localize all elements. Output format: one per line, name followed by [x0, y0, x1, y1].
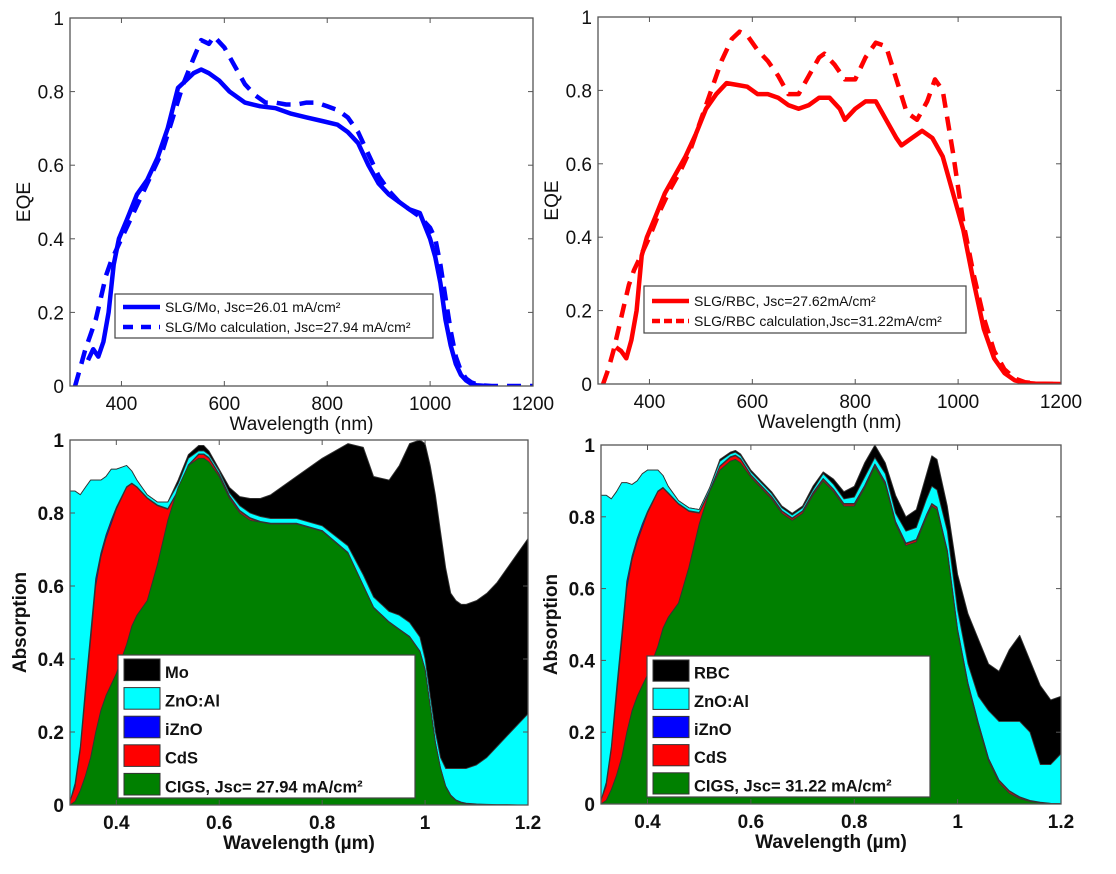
legend-swatch: [652, 659, 690, 682]
y-tick-label: 1: [581, 8, 592, 29]
y-axis-label: EQE: [14, 182, 35, 222]
y-tick-label: 0.6: [38, 577, 64, 598]
axes-box: [69, 439, 529, 806]
x-tick-label: 0.6: [738, 812, 764, 833]
chart-bottom-left: 0.4 0.6 0.8 1 1.2 0 0.2 0.4 0.6 0.8 1 Wavelength (µ…: [10, 431, 541, 854]
x-tick-label: 1000: [409, 394, 451, 415]
y-tick-label: 0.4: [566, 228, 593, 249]
y-tick-label: 0.4: [569, 651, 596, 672]
x-tick-label: 1.2: [1048, 812, 1074, 833]
x-tick-label: 800: [311, 394, 343, 415]
chart-top-left: 400 600 800 1000 1200 0 0.2 0.4 0.6 0.8 1 Wavelengt…: [14, 9, 554, 435]
legend-entry: iZnO: [165, 721, 203, 739]
x-axis-label: Wavelength (µm): [755, 832, 907, 853]
x-axis-label: Wavelength (nm): [758, 412, 902, 433]
legend-entry: ZnO:Al: [165, 692, 220, 710]
y-tick-label: 0.6: [38, 156, 64, 177]
x-tick-label: 1000: [937, 392, 979, 413]
legend-entry: iZnO: [694, 721, 732, 739]
plot-area: [600, 29, 1061, 384]
x-tick-label: 1: [420, 813, 431, 834]
y-tick-label: 1: [584, 436, 595, 457]
legend-swatch: [123, 744, 161, 767]
x-tick-label: 0.4: [103, 813, 130, 834]
x-tick-label: 0.6: [206, 813, 232, 834]
x-tick-label: 800: [839, 392, 871, 413]
legend-entry: CIGS, Jsc= 31.22 mA/cm²: [694, 777, 892, 795]
y-tick-label: 0.4: [38, 230, 65, 251]
y-tick-label: 0.2: [38, 723, 64, 744]
y-tick-label: 0.8: [569, 508, 595, 529]
x-tick-label: 1200: [1040, 392, 1082, 413]
chart-bottom-right: 0.4 0.6 0.8 1 1.2 0 0.2 0.4 0.6 0.8 1 Wavelength (µ…: [541, 436, 1074, 853]
axes-box: [600, 444, 1062, 805]
legend-entry: Mo: [165, 664, 189, 682]
legend-entry: ZnO:Al: [694, 693, 749, 711]
y-tick-label: 0.8: [38, 504, 64, 525]
chart-top-right: 400 600 800 1000 1200 0 0.2 0.4 0.6 0.8 1 Wavelengt…: [542, 8, 1082, 433]
legend-box: [646, 655, 931, 798]
line-calculation: [600, 29, 1061, 384]
legend-box: [117, 654, 416, 799]
legend-entry: SLG/Mo, Jsc=26.01 mA/cm²: [165, 299, 341, 315]
legend-entry: SLG/RBC calculation,Jsc=31.22mA/cm²: [694, 313, 942, 329]
x-axis-label: Wavelength (nm): [230, 414, 374, 435]
legend-entry: CIGS, Jsc= 27.94 mA/cm²: [165, 778, 363, 796]
y-axis-label: Absorption: [541, 574, 562, 675]
y-tick-label: 0.6: [566, 155, 592, 176]
x-tick-label: 400: [634, 392, 666, 413]
y-tick-label: 0.4: [38, 650, 65, 671]
legend-entry: SLG/RBC, Jsc=27.62mA/cm²: [694, 293, 876, 309]
y-tick-label: 0.8: [38, 83, 64, 104]
legend-entry: CdS: [694, 749, 727, 767]
x-tick-label: 600: [736, 392, 768, 413]
y-tick-label: 0.6: [569, 580, 595, 601]
y-tick-label: 0.2: [566, 302, 592, 323]
x-tick-label: 1.2: [515, 813, 541, 834]
plot-area: [72, 34, 533, 386]
y-axis-label: EQE: [542, 180, 563, 220]
x-tick-label: 400: [106, 394, 138, 415]
legend-swatch: [123, 772, 161, 796]
legend-box: [114, 293, 434, 339]
legend-swatch: [652, 715, 690, 739]
legend-swatch: [123, 715, 161, 739]
line-calculation: [72, 34, 533, 386]
y-tick-label: 0: [584, 795, 595, 816]
legend: SLG/Mo, Jsc=26.01 mA/cm² SLG/Mo calculati…: [114, 293, 434, 339]
y-tick-label: 0: [581, 375, 592, 396]
legend-entry: SLG/Mo calculation, Jsc=27.94 mA/cm²: [165, 319, 411, 335]
x-tick-label: 600: [208, 394, 240, 415]
legend-swatch: [123, 658, 161, 682]
line-measured: [614, 80, 1061, 384]
x-tick-label: 1200: [512, 394, 554, 415]
legend-swatch: [123, 687, 161, 710]
y-axis-label: Absorption: [10, 572, 31, 673]
line-measured: [85, 67, 487, 386]
legend-swatch: [652, 687, 690, 710]
legend-swatch: [652, 744, 690, 767]
legend: SLG/RBC, Jsc=27.62mA/cm² SLG/RBC calculat…: [643, 285, 967, 334]
legend-entry: CdS: [165, 750, 198, 768]
legend: Mo ZnO:Al iZnO CdS CIGS, Jsc= 27.94 mA/cm²: [117, 654, 416, 799]
y-tick-label: 0.2: [569, 723, 595, 744]
axes-box: [69, 17, 534, 387]
y-tick-label: 1: [53, 9, 64, 30]
x-axis-label: Wavelength (µm): [223, 833, 375, 854]
legend-box: [643, 285, 967, 334]
x-tick-label: 1: [952, 812, 963, 833]
y-tick-label: 0.2: [38, 303, 64, 324]
legend: RBC ZnO:Al iZnO CdS CIGS, Jsc= 31.22 mA/cm²: [646, 655, 931, 798]
legend-swatch: [652, 772, 690, 795]
y-tick-label: 1: [53, 431, 64, 452]
x-tick-label: 0.8: [841, 812, 867, 833]
legend-entry: RBC: [694, 665, 730, 683]
axes-box: [597, 16, 1062, 385]
y-tick-label: 0: [53, 796, 64, 817]
x-tick-label: 0.8: [309, 813, 335, 834]
y-tick-label: 0.8: [566, 81, 592, 102]
x-tick-label: 0.4: [634, 812, 661, 833]
y-tick-label: 0: [53, 377, 64, 398]
